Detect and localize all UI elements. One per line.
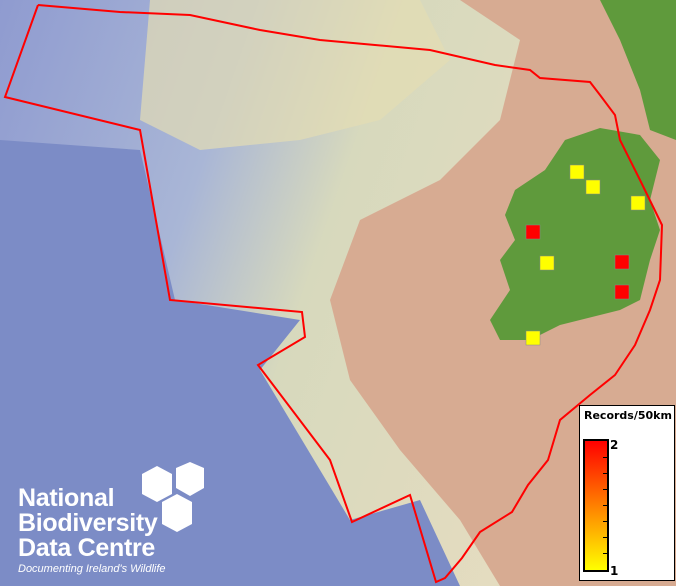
legend-min-label: 1: [610, 564, 619, 578]
grid-square-marker[interactable]: [630, 195, 646, 211]
boundary-line: [3, 4, 664, 584]
grid-square-marker[interactable]: [614, 254, 630, 270]
legend-max-label: 2: [610, 438, 619, 452]
land-scotland: [600, 0, 676, 140]
legend: Records/50km 2 1: [579, 405, 675, 581]
logo-hexagons-icon: [142, 462, 204, 532]
grid-square-marker[interactable]: [539, 255, 555, 271]
logo-tagline: Documenting Ireland's Wildlife: [18, 563, 166, 575]
nbdc-logo: National Biodiversity Data Centre Docume…: [18, 484, 166, 576]
deep-ocean: [0, 140, 460, 586]
legend-color-scale: [583, 439, 609, 572]
logo-line-3: Data Centre: [18, 534, 156, 562]
grid-square-marker[interactable]: [525, 224, 541, 240]
grid-square-marker[interactable]: [525, 330, 541, 346]
legend-title: Records/50km: [584, 409, 672, 422]
grid-square-marker[interactable]: [569, 164, 585, 180]
shelf-north: [140, 0, 450, 150]
grid-square-marker[interactable]: [585, 179, 601, 195]
grid-square-marker[interactable]: [614, 284, 630, 300]
logo-line-1: National: [18, 484, 115, 512]
grid-squares: [525, 164, 646, 346]
logo-line-2: Biodiversity: [18, 509, 158, 537]
